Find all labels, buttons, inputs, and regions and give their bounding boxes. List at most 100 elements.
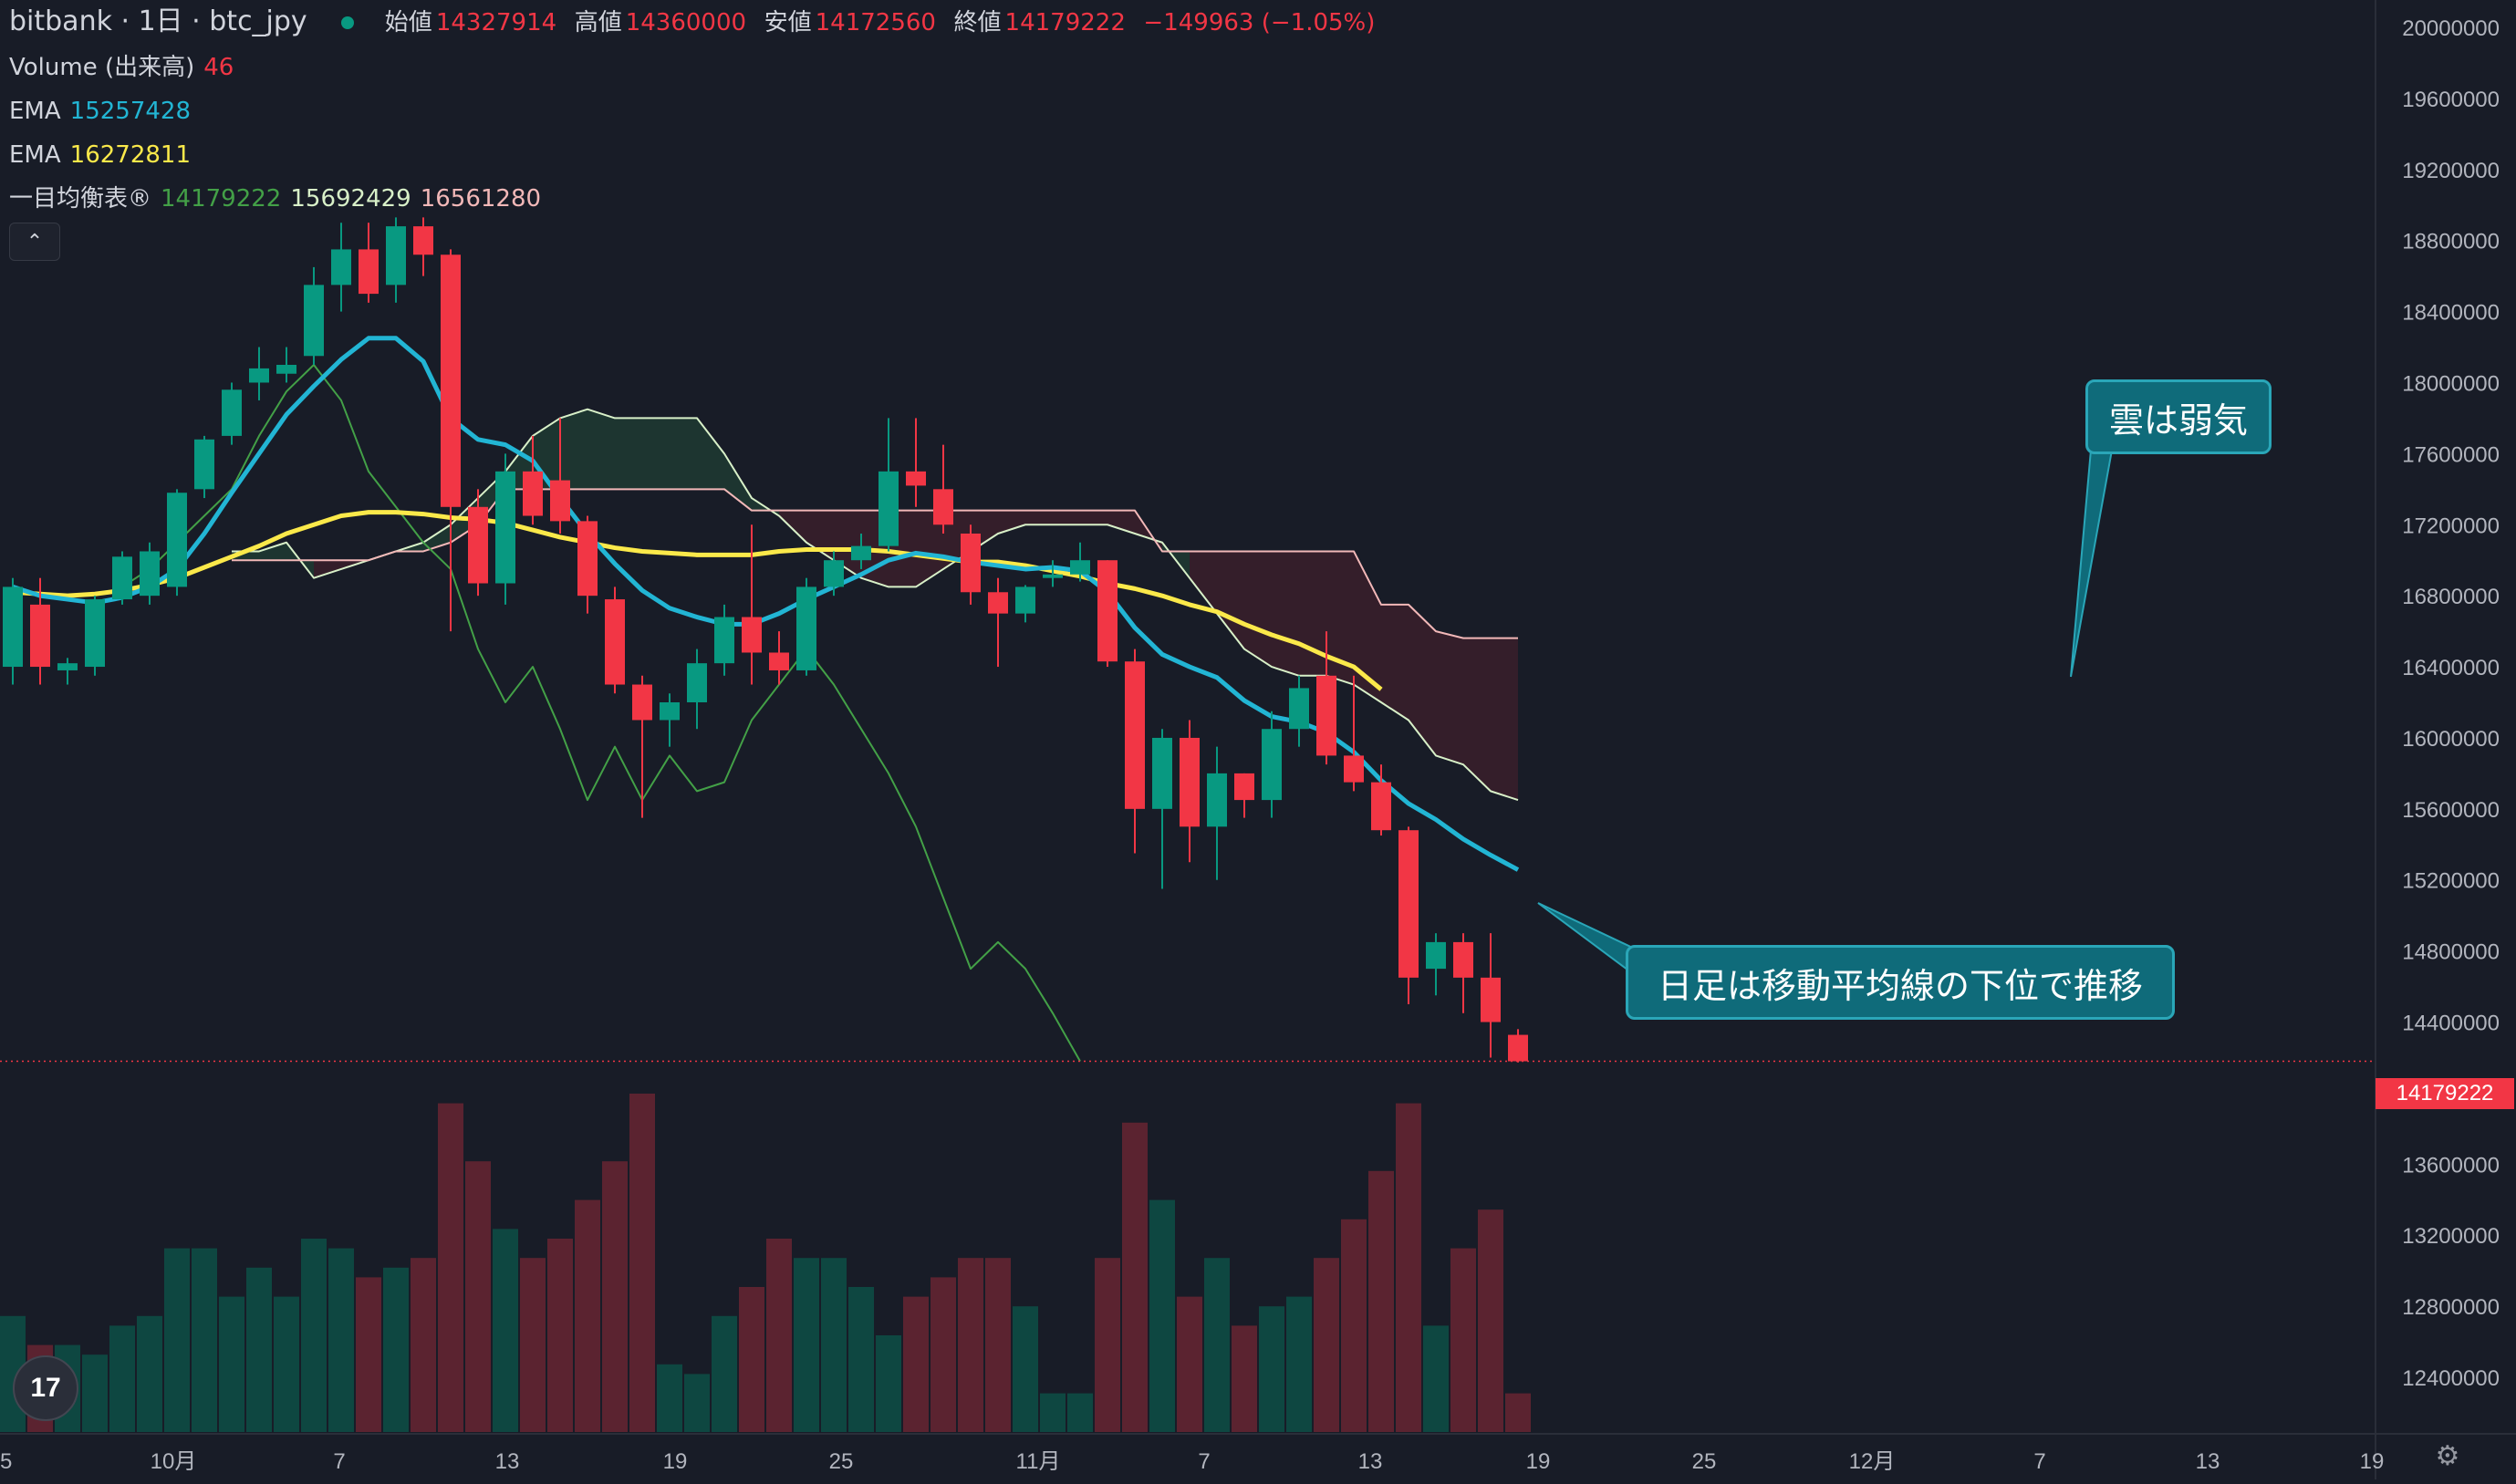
candle-body [879,471,899,546]
candle-body [1180,737,1200,827]
legend-ema-slow[interactable]: EMA 16272811 [9,137,200,173]
volume-bar [1423,1325,1449,1432]
volume-bar [602,1161,628,1432]
candle-body [1371,782,1391,831]
price-axis-tick-label: 12800000 [2402,1295,2500,1320]
time-axis-tick-label: 19 [2360,1449,2385,1474]
candle-body [1481,977,1501,1022]
volume-label: Volume (出来高) [9,54,195,81]
volume-bar [246,1267,272,1432]
candle-body [550,480,570,522]
candle-body [1426,941,1446,970]
volume-bar [684,1374,710,1432]
volume-bar [1067,1393,1093,1432]
candle-body [906,471,926,486]
price-axis-tick-label: 17200000 [2402,514,2500,538]
price-axis-tick-label: 12400000 [2402,1366,2500,1391]
price-axis-tick-label: 19600000 [2402,88,2500,112]
price-axis-tick-label: 18000000 [2402,371,2500,396]
candle-body [468,506,488,584]
volume-bar [301,1239,327,1432]
ichimoku-cloud-segment [1107,510,1135,534]
volume-bar [383,1267,409,1432]
volume-bar [1177,1296,1202,1432]
candle-body [413,226,433,255]
candle-body [441,254,461,507]
chikou-span-line [121,364,1081,1063]
candle-body [57,663,78,670]
ichimoku-cloud-segment [560,409,587,490]
candle-body [577,521,598,597]
ichimoku-cloud-segment [1025,510,1053,525]
tradingview-logo-icon[interactable]: 17 [13,1355,78,1421]
price-axis-tick-label: 14400000 [2402,1012,2500,1036]
ichimoku-cloud-segment [1080,510,1107,525]
ichimoku-label: 一目均衡表® [9,185,152,213]
legend-volume[interactable]: Volume (出来高) 46 [9,49,243,86]
ichimoku-cloud-segment [615,418,642,490]
price-axis-tick-label: 19200000 [2402,159,2500,183]
ichimoku-cloud-segment [1299,551,1326,676]
time-axis-tick-label: 7 [333,1449,345,1474]
volume-bar [328,1248,354,1432]
ichimoku-cloud-segment [1354,551,1381,702]
volume-bar [356,1277,381,1432]
ichimoku-cloud-segment [697,418,724,490]
collapse-legend-button[interactable]: ⌃ [9,223,60,261]
volume-bar [1095,1258,1120,1432]
volume-bar [876,1335,901,1432]
open-label: 始値 [384,9,432,36]
legend-ema-fast[interactable]: EMA 15257428 [9,93,200,130]
candle-body [687,663,707,702]
callout-daily[interactable]: 日足は移動平均線の下位で推移 [1626,945,2175,1020]
ichimoku-cloud-segment [1491,638,1518,801]
ichimoku-cloud-segment [998,510,1025,534]
senkou-span-b-line [232,488,1518,639]
ichimoku-value-1: 14179222 [161,185,282,213]
ichimoku-cloud-segment [1409,604,1436,756]
legend-ichimoku[interactable]: 一目均衡表® 14179222 15692429 16561280 [9,181,550,217]
symbol-header[interactable]: bitbank · 1日 · btc_jpy 始値 14327914 高値 1436… [9,4,1384,40]
price-axis-tick-label: 16400000 [2402,656,2500,680]
candle-body [222,389,242,436]
settings-gear-icon[interactable]: ⚙ [2435,1441,2460,1471]
candle-body [276,365,296,374]
candle-body [1097,560,1118,662]
ichimoku-cloud-segment [642,418,670,490]
volume-bar [438,1103,463,1432]
candle-body [1125,661,1145,809]
low-value: 14172560 [815,9,936,36]
price-axis-tick-label: 16800000 [2402,585,2500,609]
callout-cloud[interactable]: 雲は弱気 [2085,379,2272,454]
candle-body [1070,560,1090,575]
price-axis-tick-label: 18400000 [2402,301,2500,326]
market-status-dot [341,16,355,29]
callout-cloud-text: 雲は弱気 [2108,400,2248,441]
close-value: 14179222 [1004,9,1126,36]
candle-body [167,493,187,587]
candle-body [194,439,214,490]
ichimoku-cloud-segment [1217,551,1244,649]
volume-bar [657,1364,682,1432]
ema-slow-value: 16272811 [69,141,191,169]
volume-bar [1232,1325,1257,1432]
volume-bar [629,1094,655,1432]
ema-slow-label: EMA [9,141,61,169]
time-axis-tick-label: 13 [1358,1449,1383,1474]
candle-body [660,702,680,721]
price-axis-background [2376,0,2516,1479]
volume-bar [739,1287,764,1432]
volume-bar [520,1258,546,1432]
volume-bar [82,1354,108,1432]
ichimoku-cloud-segment [1053,510,1080,525]
candle-body [331,249,351,285]
candle-body [632,684,652,721]
candle-body [495,471,515,584]
volume-bar [1396,1103,1421,1432]
ichimoku-cloud-segment [259,542,286,561]
ichimoku-cloud-segment [314,560,341,578]
close-label: 終値 [953,9,1002,36]
symbol-title[interactable]: bitbank · 1日 · btc_jpy [9,5,307,37]
